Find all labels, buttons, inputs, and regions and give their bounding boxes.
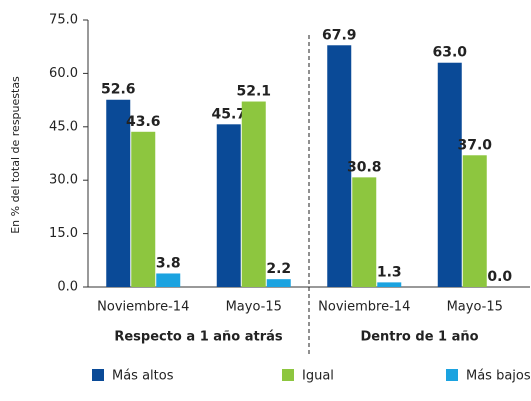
- y-tick-label: 75.0: [49, 13, 78, 28]
- legend-label: Más bajos: [466, 369, 531, 384]
- y-tick-label: 60.0: [49, 66, 78, 81]
- bar: [241, 101, 266, 287]
- value-label: 52.6: [101, 82, 136, 98]
- legend-swatch: [282, 369, 294, 381]
- value-label: 0.0: [487, 269, 512, 285]
- bar: [377, 282, 402, 287]
- value-label: 67.9: [322, 27, 357, 43]
- bar: [327, 45, 352, 287]
- bar: [156, 273, 181, 287]
- value-label: 1.3: [377, 264, 402, 280]
- y-tick-label: 30.0: [49, 173, 78, 188]
- value-label: 3.8: [156, 255, 181, 271]
- x-tick-label: Noviembre-14: [318, 300, 410, 315]
- value-label: 63.0: [432, 45, 467, 61]
- bar: [266, 279, 291, 287]
- y-axis-label: En % del total de respuestas: [9, 76, 22, 234]
- y-tick-label: 15.0: [49, 226, 78, 241]
- y-tick-label: 0.0: [57, 280, 78, 295]
- group-label: Respecto a 1 año atrás: [114, 330, 283, 345]
- legend-swatch: [92, 369, 104, 381]
- y-tick-label: 45.0: [49, 119, 78, 134]
- legend-label: Igual: [302, 369, 334, 384]
- value-label: 2.2: [266, 261, 291, 277]
- bar: [352, 177, 377, 287]
- value-label: 37.0: [457, 137, 492, 153]
- bar: [216, 124, 241, 287]
- group-label: Dentro de 1 año: [360, 330, 478, 345]
- value-label: 52.1: [236, 84, 271, 100]
- value-label: 30.8: [347, 159, 382, 175]
- value-label: 43.6: [126, 114, 161, 130]
- value-label: 45.7: [211, 106, 246, 122]
- x-tick-label: Mayo-15: [226, 300, 282, 315]
- bar: [106, 99, 131, 287]
- bar: [462, 155, 487, 287]
- legend-label: Más altos: [112, 369, 174, 384]
- bar: [437, 62, 462, 287]
- bar: [131, 131, 156, 287]
- x-tick-label: Noviembre-14: [97, 300, 189, 315]
- legend-swatch: [446, 369, 458, 381]
- x-tick-label: Mayo-15: [447, 300, 503, 315]
